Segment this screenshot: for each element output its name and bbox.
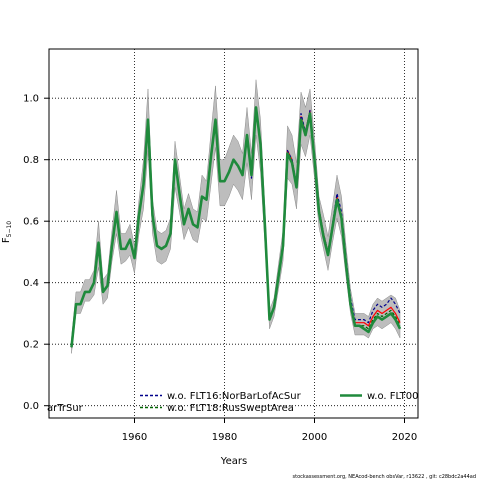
y-tick-label: 0.8 <box>23 155 39 166</box>
legend-label: w.o. FLT18:RusSweptArea <box>167 403 294 414</box>
y-tick-label: 0.0 <box>23 401 39 412</box>
x-tick-label: 1960 <box>122 432 147 443</box>
series-lines <box>70 106 402 348</box>
legend-label: w.o. FLT00 <box>367 391 419 402</box>
y-tick-label: 0.6 <box>23 217 39 228</box>
plot-frame <box>48 48 419 419</box>
confidence-band-area <box>71 79 401 354</box>
legend-label: arTrSur <box>47 403 84 414</box>
x-tick-label: 2000 <box>302 432 327 443</box>
y-tick-label: 0.2 <box>23 340 39 351</box>
y-axis-title-main: F <box>1 237 12 243</box>
x-axis-ticks: 1960 1980 2000 2020 <box>122 418 417 443</box>
series-line-4 <box>70 106 402 348</box>
footer-note: stockassessment.org, NEAcod-bench obsVar… <box>293 474 476 480</box>
x-tick-label: 1980 <box>212 432 237 443</box>
y-axis-title: F5−10 <box>1 221 13 243</box>
x-tick-label: 2020 <box>392 432 417 443</box>
grid-lines <box>49 49 418 418</box>
y-tick-label: 1.0 <box>23 94 39 105</box>
y-tick-label: 0.4 <box>23 278 39 289</box>
x-axis-title: Years <box>220 456 247 467</box>
confidence-band <box>71 79 401 354</box>
y-axis-title-sub: 5−10 <box>6 221 13 238</box>
legend-label: w.o. FLT16:NorBarLofAcSur <box>167 391 302 402</box>
y-axis-ticks: 0.0 0.2 0.4 0.6 0.8 1.0 <box>23 94 49 412</box>
